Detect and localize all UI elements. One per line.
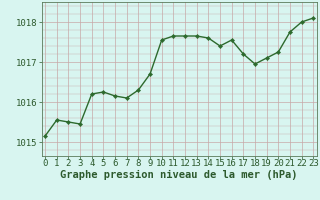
X-axis label: Graphe pression niveau de la mer (hPa): Graphe pression niveau de la mer (hPa) bbox=[60, 170, 298, 180]
